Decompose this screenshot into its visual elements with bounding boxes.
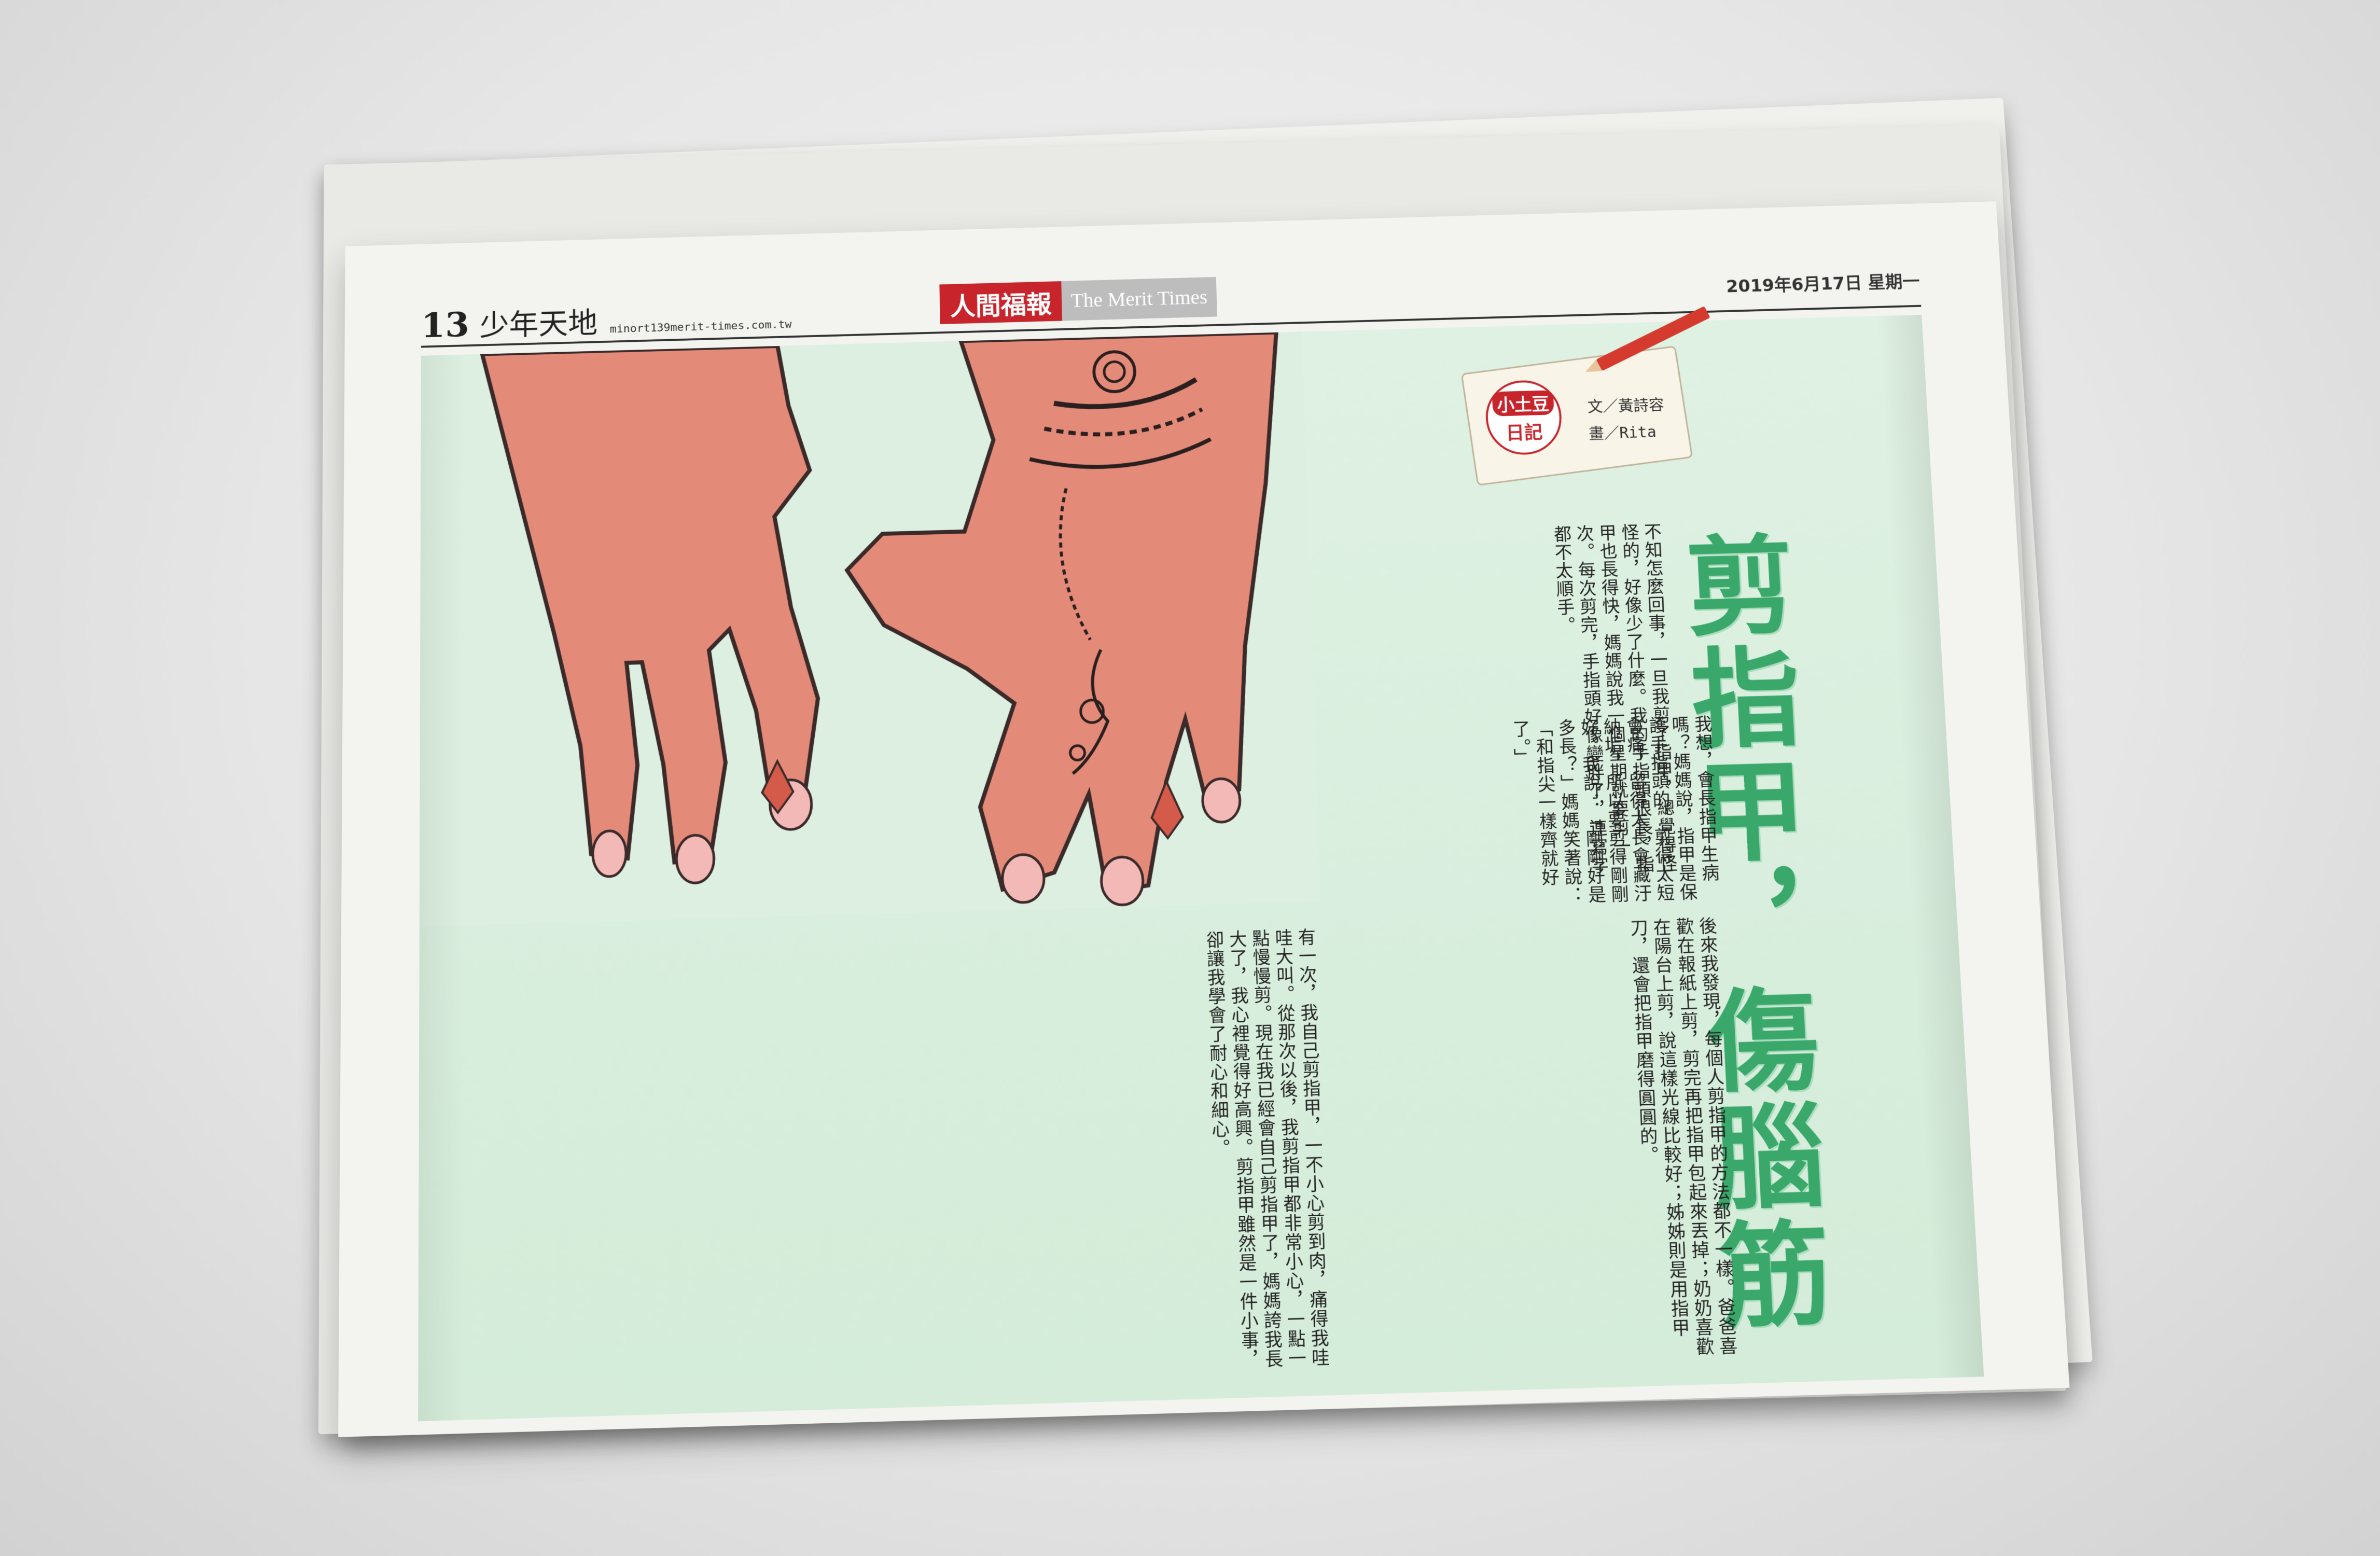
column-name: 小土豆 <box>1492 390 1554 416</box>
section-email: minort139merit-times.com.tw <box>610 318 792 336</box>
masthead-chinese: 人間福報 <box>939 281 1062 324</box>
hands-henna-icon <box>420 332 1321 927</box>
column-subtitle: 日記 <box>1488 418 1561 446</box>
newspaper-page: 13 少年天地 minort139merit-times.com.tw 人間福報… <box>338 201 2069 1437</box>
page-content: 小土豆 日記 文／黃詩容 畫／Rita 剪指甲，傷腦筋 不知怎麼回事，一旦我剪了… <box>418 315 1984 1421</box>
article-column-2: 我想，會長指甲生病嗎？媽媽說，指甲是保護手指頭的，剪得太短會痛，留得太長會藏汙納… <box>1320 715 1722 922</box>
column-badge: 小土豆 日記 文／黃詩容 畫／Rita <box>1465 336 1696 492</box>
masthead: 人間福報 The Merit Times <box>939 277 1217 324</box>
illustrator-credit: 畫／Rita <box>1588 419 1666 448</box>
masthead-english: The Merit Times <box>1061 277 1217 321</box>
author-credits: 文／黃詩容 畫／Rita <box>1587 392 1666 448</box>
writer-credit: 文／黃詩容 <box>1587 392 1665 421</box>
hands-illustration <box>420 332 1321 927</box>
section-title: 少年天地 <box>479 299 597 344</box>
article-column-4: 有一次，我自己剪指甲，一不小心剪到肉，痛得我哇哇大叫。從那次以後，我剪指甲都非常… <box>429 927 1331 1410</box>
article-column-3: 後來我發現，每個人剪指甲的方法都不一樣。爸爸喜歡在報紙上剪，剪完再把指甲包起來丟… <box>1332 916 1739 1384</box>
page-number: 13 <box>421 305 469 346</box>
issue-date: 2019年6月17日 星期一 <box>1725 268 1920 297</box>
